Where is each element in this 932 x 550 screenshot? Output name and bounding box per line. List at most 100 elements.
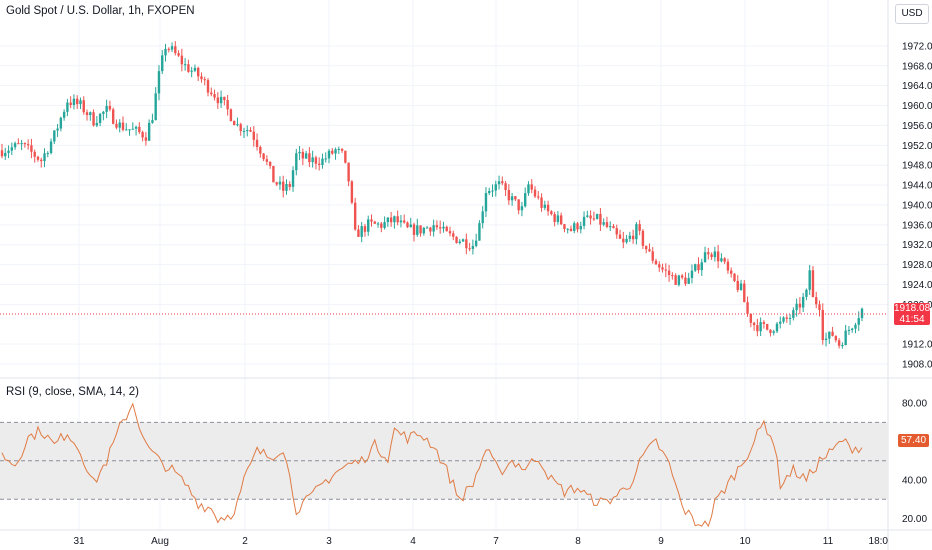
candle-body bbox=[33, 151, 36, 157]
candle bbox=[288, 181, 291, 191]
candle bbox=[828, 331, 831, 344]
candle bbox=[363, 223, 367, 237]
candle-body bbox=[736, 280, 739, 290]
candle bbox=[576, 221, 579, 233]
candle bbox=[262, 153, 265, 162]
candle bbox=[383, 216, 386, 230]
candle-body bbox=[203, 79, 206, 81]
candle-body bbox=[295, 153, 298, 171]
candle bbox=[756, 318, 759, 337]
candle-body bbox=[452, 233, 455, 237]
candle-body bbox=[625, 238, 628, 243]
candle bbox=[291, 166, 295, 192]
candle-body bbox=[278, 181, 282, 185]
candle-body bbox=[386, 217, 390, 223]
candle-body bbox=[641, 230, 645, 246]
candle bbox=[324, 152, 327, 163]
candle bbox=[49, 138, 53, 155]
candle-body bbox=[785, 317, 788, 319]
candle bbox=[396, 210, 399, 226]
candle bbox=[481, 206, 484, 229]
candle-body bbox=[121, 122, 125, 130]
candle-body bbox=[801, 296, 805, 308]
candle-body bbox=[20, 143, 23, 145]
time-tick-label: 31 bbox=[73, 536, 85, 547]
candle-body bbox=[317, 163, 321, 165]
candle bbox=[586, 210, 589, 218]
candle-body bbox=[108, 105, 112, 110]
candle bbox=[429, 226, 432, 236]
candle bbox=[344, 150, 347, 164]
candle bbox=[40, 157, 43, 168]
candle-body bbox=[350, 181, 354, 203]
candle-body bbox=[170, 46, 174, 50]
candle-body bbox=[772, 331, 775, 333]
candle bbox=[26, 139, 30, 150]
candle bbox=[733, 273, 736, 283]
candle-body bbox=[370, 219, 373, 222]
candle-body bbox=[828, 331, 831, 339]
candle-body bbox=[219, 96, 223, 104]
candle bbox=[177, 50, 180, 58]
candle-body bbox=[399, 220, 403, 223]
candle-body bbox=[17, 143, 20, 145]
candle bbox=[622, 231, 625, 249]
candle-body bbox=[527, 184, 530, 194]
candle-body bbox=[403, 220, 406, 223]
candle bbox=[317, 157, 321, 171]
candle bbox=[268, 161, 272, 169]
candle bbox=[847, 325, 851, 336]
candle-body bbox=[125, 129, 128, 131]
candle-body bbox=[288, 183, 291, 187]
currency-selector[interactable]: USD bbox=[895, 4, 929, 24]
time-tick-label: 4 bbox=[410, 536, 416, 547]
candle bbox=[815, 291, 818, 309]
candle bbox=[373, 220, 376, 225]
candle-body bbox=[566, 228, 569, 230]
candle bbox=[474, 233, 478, 248]
candle bbox=[275, 181, 278, 187]
candle-body bbox=[609, 226, 612, 228]
candle bbox=[713, 246, 717, 262]
candle-body bbox=[769, 329, 772, 333]
candle bbox=[422, 226, 426, 236]
candle bbox=[386, 217, 390, 227]
candle bbox=[435, 220, 439, 230]
candle bbox=[399, 214, 403, 228]
candle-body bbox=[756, 325, 759, 332]
candle bbox=[510, 192, 514, 206]
candle-body bbox=[272, 165, 275, 183]
time-tick-label: 3 bbox=[326, 536, 332, 547]
candle bbox=[452, 230, 455, 241]
candle bbox=[550, 210, 553, 216]
candle-body bbox=[550, 211, 553, 215]
candle bbox=[680, 273, 684, 280]
candle-body bbox=[618, 234, 622, 239]
candle-body bbox=[677, 275, 681, 285]
candle-body bbox=[654, 260, 658, 265]
candle-body bbox=[605, 222, 609, 227]
candle bbox=[857, 311, 860, 331]
candle-body bbox=[661, 267, 664, 270]
candle-body bbox=[497, 181, 501, 185]
rsi-tick-label: 20.00 bbox=[902, 514, 927, 525]
candle bbox=[272, 165, 275, 183]
candle-body bbox=[815, 297, 818, 305]
candle bbox=[167, 47, 170, 53]
candle bbox=[546, 200, 550, 216]
candle-body bbox=[89, 112, 92, 116]
candle bbox=[282, 175, 285, 198]
candle bbox=[72, 94, 76, 110]
candle-body bbox=[710, 254, 713, 258]
candle bbox=[644, 245, 648, 254]
candle-body bbox=[344, 150, 347, 163]
candle bbox=[762, 320, 766, 329]
candle-body bbox=[46, 153, 49, 155]
candle bbox=[118, 119, 121, 133]
candle-body bbox=[334, 149, 337, 154]
candle-body bbox=[798, 303, 802, 308]
candle-body bbox=[543, 204, 547, 208]
candle bbox=[488, 187, 491, 196]
candle bbox=[56, 123, 59, 137]
candle-body bbox=[559, 215, 563, 225]
